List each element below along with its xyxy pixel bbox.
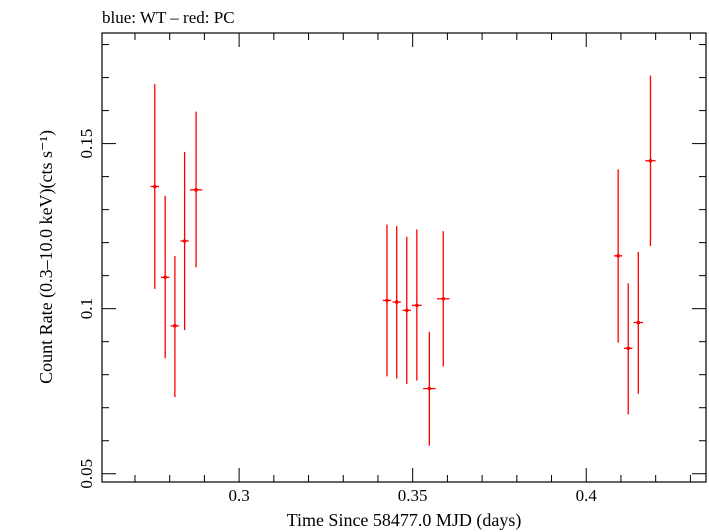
- point-marker: [194, 188, 198, 192]
- data-point: [150, 84, 159, 289]
- x-axis-label: Time Since 58477.0 MJD (days): [287, 510, 522, 531]
- data-point: [645, 75, 656, 246]
- data-point: [402, 236, 411, 384]
- point-marker: [152, 184, 157, 189]
- point-marker: [427, 386, 432, 391]
- point-marker: [182, 239, 187, 243]
- y-tick-label: 0.05: [77, 459, 96, 489]
- tick-labels-layer: 0.3 0.35 0.4 0.05 0.1 0.15: [77, 129, 597, 505]
- point-marker: [616, 254, 620, 258]
- point-marker: [626, 346, 631, 351]
- point-marker: [163, 275, 167, 280]
- x-tick-label: 0.35: [398, 486, 428, 505]
- y-tick-label: 0.1: [77, 298, 96, 319]
- point-marker: [173, 324, 177, 328]
- data-point: [189, 111, 203, 268]
- data-point: [614, 169, 623, 343]
- data-point: [392, 226, 401, 379]
- data-point: [624, 283, 633, 415]
- ticks-layer: [102, 33, 706, 482]
- plot-area: 0.3 0.35 0.4 0.05 0.1 0.15: [77, 32, 707, 505]
- chart-title: blue: WT – red: PC: [102, 8, 235, 27]
- y-axis-label: Count Rate (0.3–10.0 keV)(cts s⁻¹): [36, 130, 57, 384]
- plot-frame: [101, 32, 707, 483]
- data-point: [161, 195, 170, 359]
- data-series: [150, 75, 656, 446]
- point-marker: [648, 158, 653, 163]
- data-point: [423, 331, 436, 446]
- data-point: [436, 231, 450, 367]
- data-point: [180, 151, 189, 331]
- x-tick-label: 0.3: [228, 486, 249, 505]
- chart-header: blue: WT – red: PC: [102, 8, 235, 27]
- point-marker: [385, 298, 389, 303]
- point-marker: [394, 300, 399, 304]
- point-marker: [404, 308, 409, 313]
- point-marker: [415, 303, 419, 308]
- data-point: [170, 255, 180, 398]
- point-marker: [441, 296, 446, 301]
- y-tick-label: 0.15: [77, 129, 96, 159]
- x-tick-label: 0.4: [576, 486, 598, 505]
- series-layer: [150, 75, 656, 446]
- data-point: [633, 251, 644, 394]
- data-point: [382, 224, 392, 377]
- data-point: [411, 229, 422, 381]
- point-marker: [636, 320, 641, 325]
